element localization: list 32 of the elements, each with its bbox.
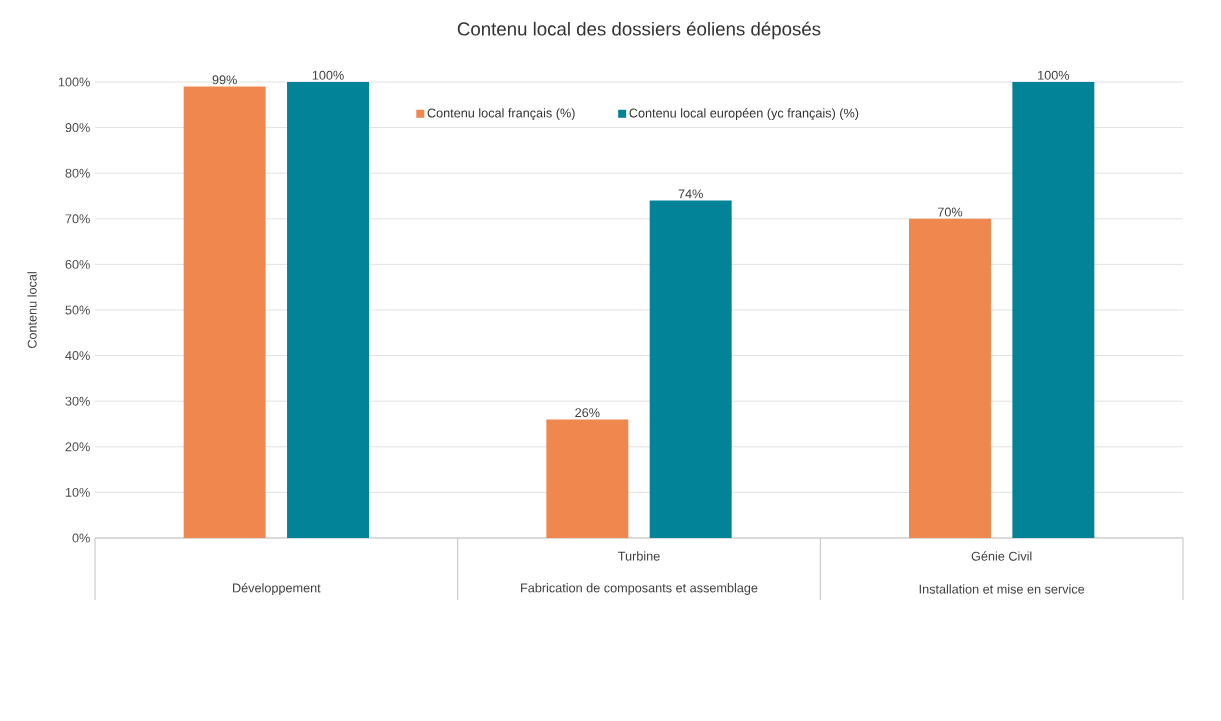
bar (649, 200, 732, 538)
y-tick-label: 30% (65, 396, 90, 406)
bar (546, 419, 629, 538)
y-tick-label: 60% (65, 259, 90, 269)
y-axis-title: Contenu local (27, 272, 37, 349)
data-label: 100% (312, 70, 344, 80)
bar (287, 81, 369, 538)
data-label: 26% (575, 408, 600, 418)
x-tick-label: Fabrication de composants et assemblage (521, 583, 758, 595)
data-label: 70% (937, 207, 963, 217)
x-tick-label: Installation et mise en service (919, 584, 1085, 594)
y-tick-label: 20% (65, 442, 90, 452)
x-tick-label: Développement (233, 583, 321, 595)
data-label: 99% (212, 75, 237, 85)
legend-label: Contenu local français (%) (427, 108, 575, 121)
bar (1012, 81, 1095, 538)
text: Turbine (618, 551, 660, 561)
bar (183, 86, 266, 538)
text: Génie Civil (971, 551, 1032, 561)
y-tick-label: 50% (65, 305, 90, 315)
y-tick-label: 90% (65, 123, 90, 133)
y-tick-label: 40% (65, 351, 90, 361)
y-tick-label: 80% (65, 168, 90, 178)
data-label: 100% (1038, 70, 1070, 80)
y-tick-label: 70% (65, 214, 90, 224)
data-label: 74% (678, 189, 703, 199)
legend-label: Contenu local européen (yc français) (%) (629, 108, 859, 121)
y-tick-label: 0% (72, 533, 90, 543)
y-tick-label: 100% (58, 77, 90, 87)
y-tick-label: 10% (65, 487, 90, 497)
bar (909, 218, 991, 538)
chart-title: Contenu local des dossiers éoliens déposés (457, 21, 821, 40)
